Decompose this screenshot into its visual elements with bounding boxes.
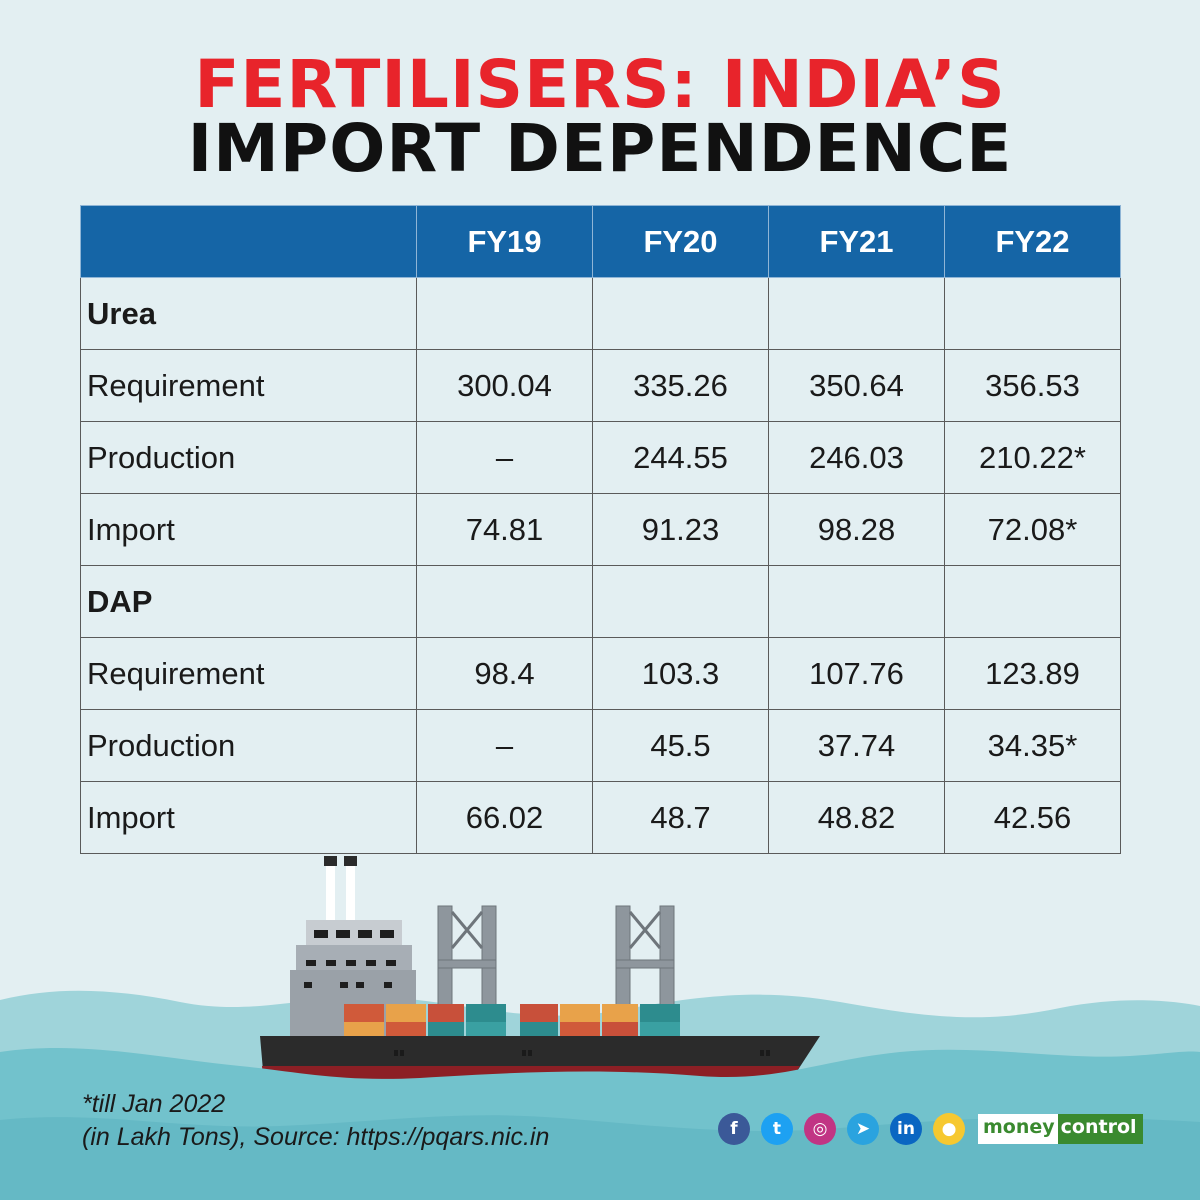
koo-icon[interactable]: ● xyxy=(933,1113,965,1145)
table-cell: 103.3 xyxy=(592,637,769,710)
table-cell: 98.28 xyxy=(768,493,945,566)
table-cell xyxy=(768,565,945,638)
table-cell: 123.89 xyxy=(944,637,1121,710)
table-section-row: DAP xyxy=(80,565,1121,638)
table-cell: 98.4 xyxy=(416,637,593,710)
section-label: Urea xyxy=(80,277,417,350)
row-label: Requirement xyxy=(80,637,417,710)
title-line-1: FERTILISERS: INDIA’S xyxy=(194,46,1006,123)
ship xyxy=(260,856,820,1092)
header-cell-fy21: FY21 xyxy=(768,205,945,278)
table-cell: 45.5 xyxy=(592,709,769,782)
twitter-icon[interactable]: t xyxy=(761,1113,793,1145)
table-cell xyxy=(944,565,1121,638)
table-cell: 210.22* xyxy=(944,421,1121,494)
table-cell: 356.53 xyxy=(944,349,1121,422)
footnote-source: (in Lakh Tons), Source: https://pqars.ni… xyxy=(82,1123,550,1151)
table-cell: 66.02 xyxy=(416,781,593,854)
row-label: Requirement xyxy=(80,349,417,422)
row-label: Import xyxy=(80,493,417,566)
row-label: Production xyxy=(80,421,417,494)
table-cell xyxy=(944,277,1121,350)
header-cell-fy20: FY20 xyxy=(592,205,769,278)
table-row: Import 66.02 48.7 48.82 42.56 xyxy=(80,781,1121,854)
social-icons: f t ◎ ➤ in ● xyxy=(718,1113,965,1145)
logo-money: money xyxy=(978,1114,1058,1144)
table-cell: 300.04 xyxy=(416,349,593,422)
table-cell: 37.74 xyxy=(768,709,945,782)
table-cell: 72.08* xyxy=(944,493,1121,566)
table-cell xyxy=(592,277,769,350)
section-label: DAP xyxy=(80,565,417,638)
table-cell: 335.26 xyxy=(592,349,769,422)
table-cell: – xyxy=(416,421,593,494)
moneycontrol-logo[interactable]: money control xyxy=(978,1114,1143,1144)
table-cell: 42.56 xyxy=(944,781,1121,854)
row-label: Production xyxy=(80,709,417,782)
table-row: Requirement 98.4 103.3 107.76 123.89 xyxy=(80,637,1121,710)
row-label: Import xyxy=(80,781,417,854)
table-cell: 91.23 xyxy=(592,493,769,566)
table-row: Production –244.55 246.03 210.22* xyxy=(80,421,1121,494)
footnote-till-jan: *till Jan 2022 xyxy=(82,1090,226,1118)
table-cell: 48.82 xyxy=(768,781,945,854)
header-cell-fy19: FY19 xyxy=(416,205,593,278)
telegram-icon[interactable]: ➤ xyxy=(847,1113,879,1145)
table-row: Requirement 300.04 335.26 350.64 356.53 xyxy=(80,349,1121,422)
table-cell: 34.35* xyxy=(944,709,1121,782)
table-cell: 244.55 xyxy=(592,421,769,494)
fertiliser-table: FY19 FY20 FY21 FY22 Urea Requirement 300.0… xyxy=(80,205,1121,854)
title-line-2: IMPORT DEPENDENCE xyxy=(187,110,1013,187)
logo-control: control xyxy=(1057,1114,1143,1144)
table-header-row: FY19 FY20 FY21 FY22 xyxy=(80,205,1121,278)
table-cell xyxy=(768,277,945,350)
table-cell: 48.7 xyxy=(592,781,769,854)
linkedin-icon[interactable]: in xyxy=(890,1113,922,1145)
table-cell: 246.03 xyxy=(768,421,945,494)
table-cell xyxy=(416,277,593,350)
table-section-row: Urea xyxy=(80,277,1121,350)
table-cell: 74.81 xyxy=(416,493,593,566)
table-cell: 107.76 xyxy=(768,637,945,710)
table-cell xyxy=(416,565,593,638)
facebook-icon[interactable]: f xyxy=(718,1113,750,1145)
table-cell: – xyxy=(416,709,593,782)
table-cell xyxy=(592,565,769,638)
header-cell-fy22: FY22 xyxy=(944,205,1121,278)
table-cell: 350.64 xyxy=(768,349,945,422)
table-row: Production –45.5 37.74 34.35* xyxy=(80,709,1121,782)
instagram-icon[interactable]: ◎ xyxy=(804,1113,836,1145)
header-cell xyxy=(80,205,417,278)
table-row: Import 74.81 91.23 98.28 72.08* xyxy=(80,493,1121,566)
